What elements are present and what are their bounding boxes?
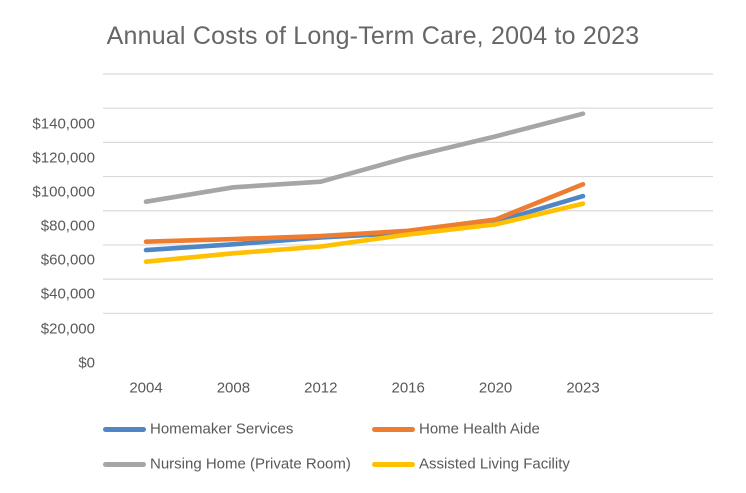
legend-label: Assisted Living Facility	[419, 455, 570, 472]
x-tick-label-2020: 2020	[478, 379, 513, 397]
y-tick-label-60-000: $60,000	[40, 251, 95, 269]
assisted-living-facility-line	[143, 201, 586, 265]
y-tick-label-20-000: $20,000	[40, 320, 95, 338]
home-health-aide-swatch-icon	[372, 427, 415, 432]
y-tick-label-80-000: $80,000	[40, 217, 95, 235]
y-tick-label-40-000: $40,000	[40, 285, 95, 303]
x-tick-label-2023: 2023	[566, 379, 600, 397]
legend-label: Home Health Aide	[419, 420, 540, 438]
homemaker-services-swatch-icon	[103, 427, 146, 432]
legend-label: Homemaker Services	[150, 420, 294, 438]
nursing-home-private-room-swatch-icon	[103, 461, 146, 467]
y-tick-label-140-000: $140,000	[32, 115, 95, 132]
nursing-home-private-room-line	[143, 111, 586, 204]
x-tick-label-2008: 2008	[216, 379, 251, 397]
x-tick-label-2016: 2016	[391, 379, 425, 397]
y-tick-label-100-000: $100,000	[32, 183, 95, 201]
legend-label: Nursing Home (Private Room)	[150, 455, 351, 472]
y-tick-label-0: $0	[78, 354, 95, 372]
assisted-living-facility-swatch-icon	[372, 461, 415, 467]
y-tick-label-120-000: $120,000	[32, 149, 95, 167]
x-tick-label-2012: 2012	[304, 379, 338, 397]
home-health-aide-line	[143, 182, 586, 244]
x-tick-label-2004: 2004	[129, 379, 163, 397]
chart-title: Annual Costs of Long-Term Care, 2004 to …	[106, 22, 640, 50]
